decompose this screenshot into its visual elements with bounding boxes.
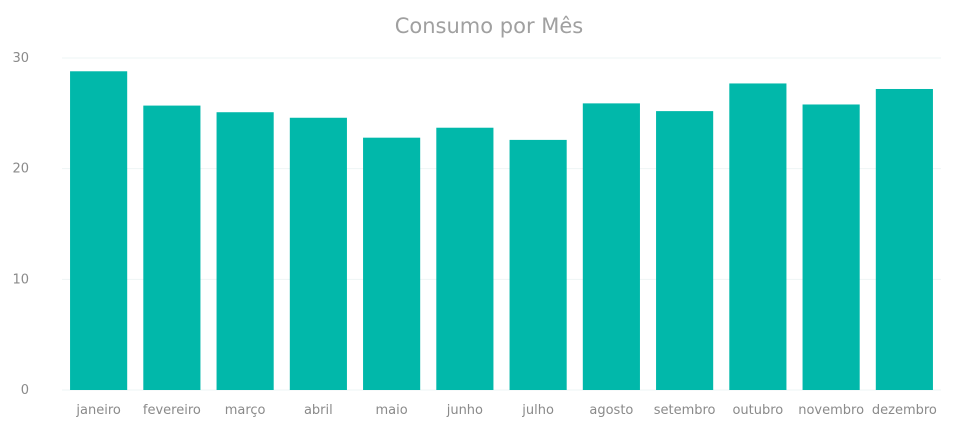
x-tick-label: novembro <box>798 403 864 418</box>
x-tick-label: junho <box>446 403 483 418</box>
x-tick-label: março <box>225 403 266 418</box>
bar-abril[interactable] <box>289 117 347 390</box>
bar-agosto[interactable] <box>582 103 640 390</box>
x-tick-label: fevereiro <box>143 403 201 418</box>
y-axis-ticks: 0 10 20 30 <box>12 51 29 398</box>
x-tick-label: outubro <box>732 403 783 418</box>
x-tick-label: abril <box>304 403 333 418</box>
x-tick-label: maio <box>376 403 408 418</box>
y-tick-label: 10 <box>12 272 29 287</box>
x-tick-label: julho <box>521 403 554 418</box>
bars <box>70 71 933 391</box>
x-tick-label: agosto <box>589 403 633 418</box>
x-tick-label: dezembro <box>872 403 937 418</box>
chart-title: Consumo por Mês <box>394 14 584 38</box>
bar-outubro[interactable] <box>729 83 787 390</box>
x-axis-labels: janeiro fevereiro março abril maio junho julho… <box>75 403 937 418</box>
bar-setembro[interactable] <box>656 111 714 391</box>
x-tick-label: setembro <box>654 403 716 418</box>
bar-março[interactable] <box>216 112 274 390</box>
y-tick-label: 20 <box>12 162 29 177</box>
y-tick-label: 0 <box>21 383 29 398</box>
bar-maio[interactable] <box>363 137 421 390</box>
bar-julho[interactable] <box>509 139 567 390</box>
bar-janeiro[interactable] <box>70 71 128 390</box>
bar-junho[interactable] <box>436 127 494 390</box>
bar-dezembro[interactable] <box>875 88 933 390</box>
y-tick-label: 30 <box>12 51 29 66</box>
gridlines <box>62 57 941 391</box>
x-tick-label: janeiro <box>75 403 120 418</box>
bar-novembro[interactable] <box>802 104 860 390</box>
bar-fevereiro[interactable] <box>143 105 201 390</box>
